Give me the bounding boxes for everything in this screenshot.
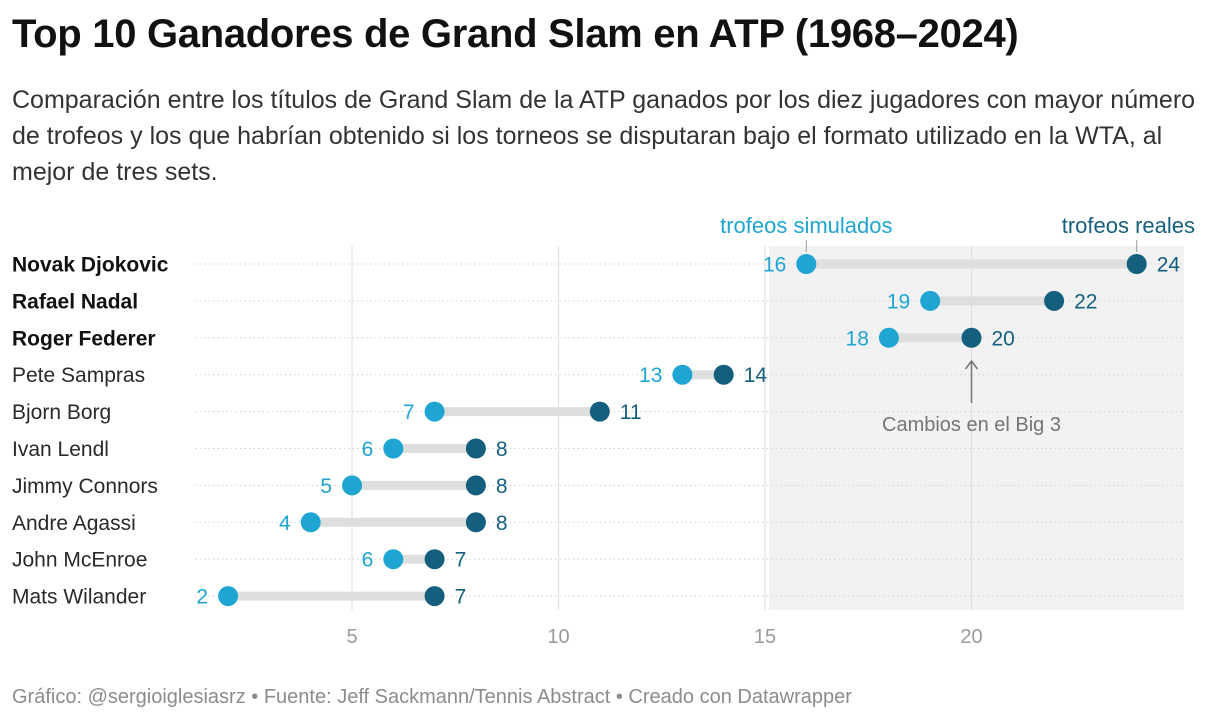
- player-label: Pete Sampras: [12, 364, 145, 387]
- real-value-label: 7: [455, 549, 467, 572]
- player-label: Rafael Nadal: [12, 290, 138, 313]
- real-dot: [424, 549, 445, 570]
- simulated-dot: [383, 438, 404, 459]
- real-dot: [465, 475, 486, 496]
- x-tick-label: 10: [547, 626, 569, 648]
- real-value-label: 8: [496, 475, 508, 498]
- x-tick-label: 20: [960, 626, 982, 648]
- x-tick-label: 15: [754, 626, 776, 648]
- player-label: Roger Federer: [12, 327, 156, 350]
- real-dot: [589, 401, 610, 422]
- simulated-dot: [796, 254, 817, 274]
- simulated-dot: [672, 364, 693, 385]
- simulated-dot: [878, 327, 899, 348]
- x-tick-label: 5: [346, 626, 357, 648]
- highlight-region: [769, 246, 1184, 610]
- simulated-value-label: 5: [320, 475, 332, 498]
- real-dot: [713, 364, 734, 385]
- real-dot: [961, 327, 982, 348]
- simulated-dot: [218, 586, 239, 607]
- simulated-value-label: 16: [763, 254, 786, 277]
- real-dot: [1044, 290, 1065, 311]
- annotation-text: Cambios en el Big 3: [882, 414, 1061, 436]
- player-label: Bjorn Borg: [12, 401, 111, 424]
- annotation-arrow-head: [964, 359, 979, 370]
- simulated-dot: [424, 401, 445, 422]
- simulated-dot: [300, 512, 321, 533]
- player-label: Andre Agassi: [12, 512, 136, 535]
- simulated-dot: [383, 549, 404, 570]
- simulated-value-label: 13: [639, 364, 662, 387]
- legend-simulated: trofeos simulados: [720, 213, 892, 238]
- real-value-label: 11: [620, 401, 642, 424]
- chart-subtitle: Comparación entre los títulos de Grand S…: [12, 86, 1196, 186]
- simulated-value-label: 6: [362, 549, 374, 572]
- real-value-label: 20: [992, 327, 1015, 350]
- simulated-value-label: 6: [362, 438, 374, 461]
- real-dot: [424, 586, 445, 607]
- player-label: Jimmy Connors: [12, 475, 158, 498]
- player-label: Mats Wilander: [12, 586, 146, 609]
- simulated-value-label: 4: [279, 512, 291, 535]
- real-value-label: 8: [496, 438, 508, 461]
- real-value-label: 7: [455, 586, 467, 609]
- real-value-label: 22: [1074, 290, 1097, 313]
- player-label: Novak Djokovic: [12, 254, 169, 277]
- simulated-value-label: 2: [196, 586, 208, 609]
- chart-footer: Gráfico: @sergioiglesiasrz • Fuente: Jef…: [12, 686, 852, 708]
- simulated-value-label: 19: [887, 290, 910, 313]
- real-dot: [465, 512, 486, 533]
- real-value-label: 24: [1157, 254, 1181, 277]
- real-value-label: 14: [744, 364, 768, 387]
- chart-title: Top 10 Ganadores de Grand Slam en ATP (1…: [12, 12, 1019, 56]
- real-dot: [1126, 254, 1147, 274]
- simulated-value-label: 18: [846, 327, 869, 350]
- player-label: John McEnroe: [12, 549, 147, 572]
- real-value-label: 8: [496, 512, 508, 535]
- player-label: Ivan Lendl: [12, 438, 109, 461]
- simulated-dot: [920, 290, 941, 311]
- real-dot: [465, 438, 486, 459]
- simulated-dot: [342, 475, 362, 496]
- simulated-value-label: 7: [403, 401, 415, 424]
- legend-real: trofeos reales: [1062, 213, 1195, 238]
